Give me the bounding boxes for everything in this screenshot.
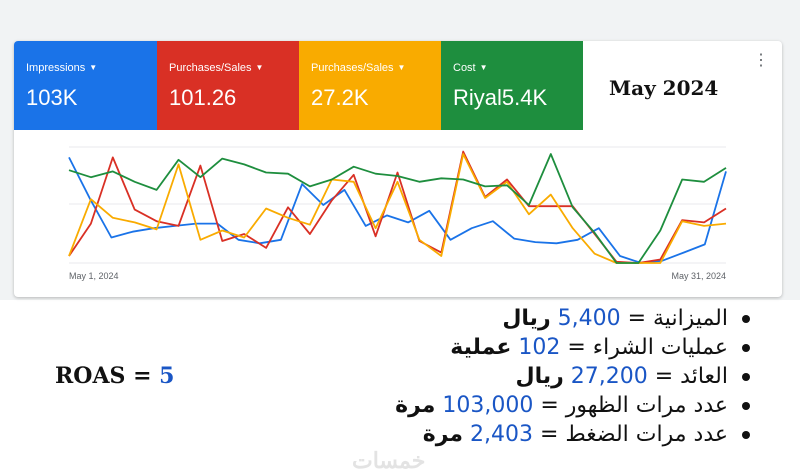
dropdown-caret-icon[interactable]: ▼ xyxy=(397,63,406,72)
list-item: عمليات الشراء = 102 عملية xyxy=(330,333,750,362)
metric-label: Impressions xyxy=(26,62,86,74)
performance-card: Impressions ▼ 103K Purchases/Sales ▼ 101.2… xyxy=(14,41,782,297)
bullet-icon xyxy=(742,315,750,323)
list-item: الميزانية = 5,400 ريال xyxy=(330,304,750,333)
dropdown-caret-icon[interactable]: ▼ xyxy=(255,63,264,72)
more-options-icon[interactable]: ⋮ xyxy=(753,52,769,69)
clicks-value: 2,403 xyxy=(470,422,533,447)
impressions-value: 103,000 xyxy=(442,393,534,418)
dropdown-caret-icon[interactable]: ▼ xyxy=(89,63,98,72)
bullet-icon xyxy=(742,402,750,410)
dropdown-caret-icon[interactable]: ▼ xyxy=(479,63,488,72)
metric-tile-purchases-sales-2[interactable]: Purchases/Sales ▼ 27.2K xyxy=(299,41,441,130)
metric-tile-cost[interactable]: Cost ▼ Riyal5.4K xyxy=(441,41,583,130)
series-line-4 xyxy=(68,153,727,264)
series-line-3 xyxy=(68,153,727,264)
metric-value: 103K xyxy=(26,85,78,110)
summary-list: الميزانية = 5,400 ريال عمليات الشراء = 1… xyxy=(330,304,750,449)
metric-label: Cost xyxy=(453,62,476,74)
roas-value: 5 xyxy=(159,363,175,389)
bullet-icon xyxy=(742,344,750,352)
purchases-value: 102 xyxy=(518,335,561,360)
metric-value: Riyal5.4K xyxy=(453,85,548,110)
bullet-icon xyxy=(742,431,750,439)
period-title: May 2024 xyxy=(609,76,719,100)
x-axis-end-label: May 31, 2024 xyxy=(671,271,726,281)
budget-value: 5,400 xyxy=(557,306,621,331)
metric-label: Purchases/Sales xyxy=(169,62,252,74)
watermark: خمسات xyxy=(352,448,426,473)
series-line-2 xyxy=(68,150,727,264)
list-item: عدد مرات الظهور = 103,000 مرة xyxy=(330,391,750,420)
metric-tile-impressions[interactable]: Impressions ▼ 103K xyxy=(14,41,157,130)
metric-value: 27.2K xyxy=(311,85,369,110)
bullet-icon xyxy=(742,373,750,381)
metric-tile-purchases-sales-1[interactable]: Purchases/Sales ▼ 101.26 xyxy=(157,41,299,130)
roas-summary: ROAS = 5 xyxy=(55,363,175,389)
line-chart: May 1, 2024 May 31, 2024 xyxy=(68,146,727,281)
x-axis-start-label: May 1, 2024 xyxy=(69,271,119,281)
list-item: العائد = 27,200 ريال xyxy=(330,362,750,391)
metric-value: 101.26 xyxy=(169,85,237,110)
list-item: عدد مرات الضغط = 2,403 مرة xyxy=(330,420,750,449)
metric-label: Purchases/Sales xyxy=(311,62,394,74)
revenue-value: 27,200 xyxy=(570,364,648,389)
